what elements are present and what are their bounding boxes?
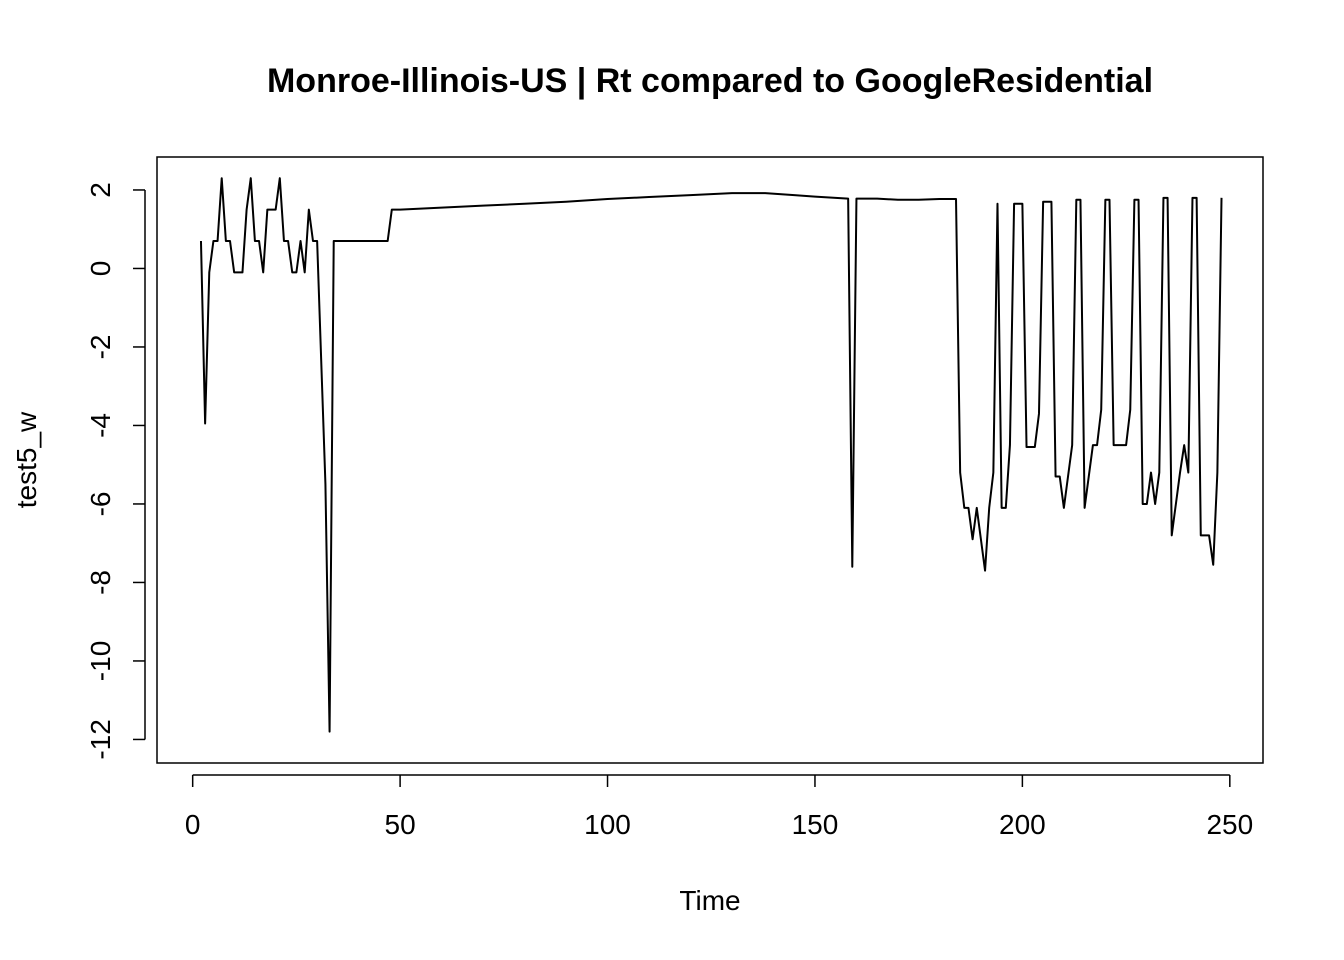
x-tick-label: 100 (584, 809, 631, 840)
x-tick-label: 150 (792, 809, 839, 840)
y-tick-label: -12 (85, 719, 116, 759)
x-tick-label: 250 (1206, 809, 1253, 840)
x-axis: 0 50 100 150 200 250 (185, 774, 1253, 840)
y-axis: 2 0 -2 -4 -6 -8 -10 -12 (85, 182, 146, 760)
series-line (199, 177, 1223, 733)
x-tick-label: 50 (385, 809, 416, 840)
plot-frame (156, 156, 1264, 764)
chart-title: Monroe-Illinois-US | Rt compared to Goog… (267, 62, 1153, 100)
y-tick-label: -4 (85, 413, 116, 438)
y-tick-label: -6 (85, 492, 116, 517)
x-tick-label: 0 (185, 809, 201, 840)
y-axis-label: test5_w (11, 411, 42, 508)
y-tick-label: -10 (85, 641, 116, 681)
y-tick-label: -2 (85, 335, 116, 360)
y-tick-label: 0 (85, 261, 116, 277)
y-tick-label: 2 (85, 182, 116, 198)
y-tick-label: -8 (85, 570, 116, 595)
x-tick-label: 200 (999, 809, 1046, 840)
x-axis-label: Time (679, 885, 740, 916)
